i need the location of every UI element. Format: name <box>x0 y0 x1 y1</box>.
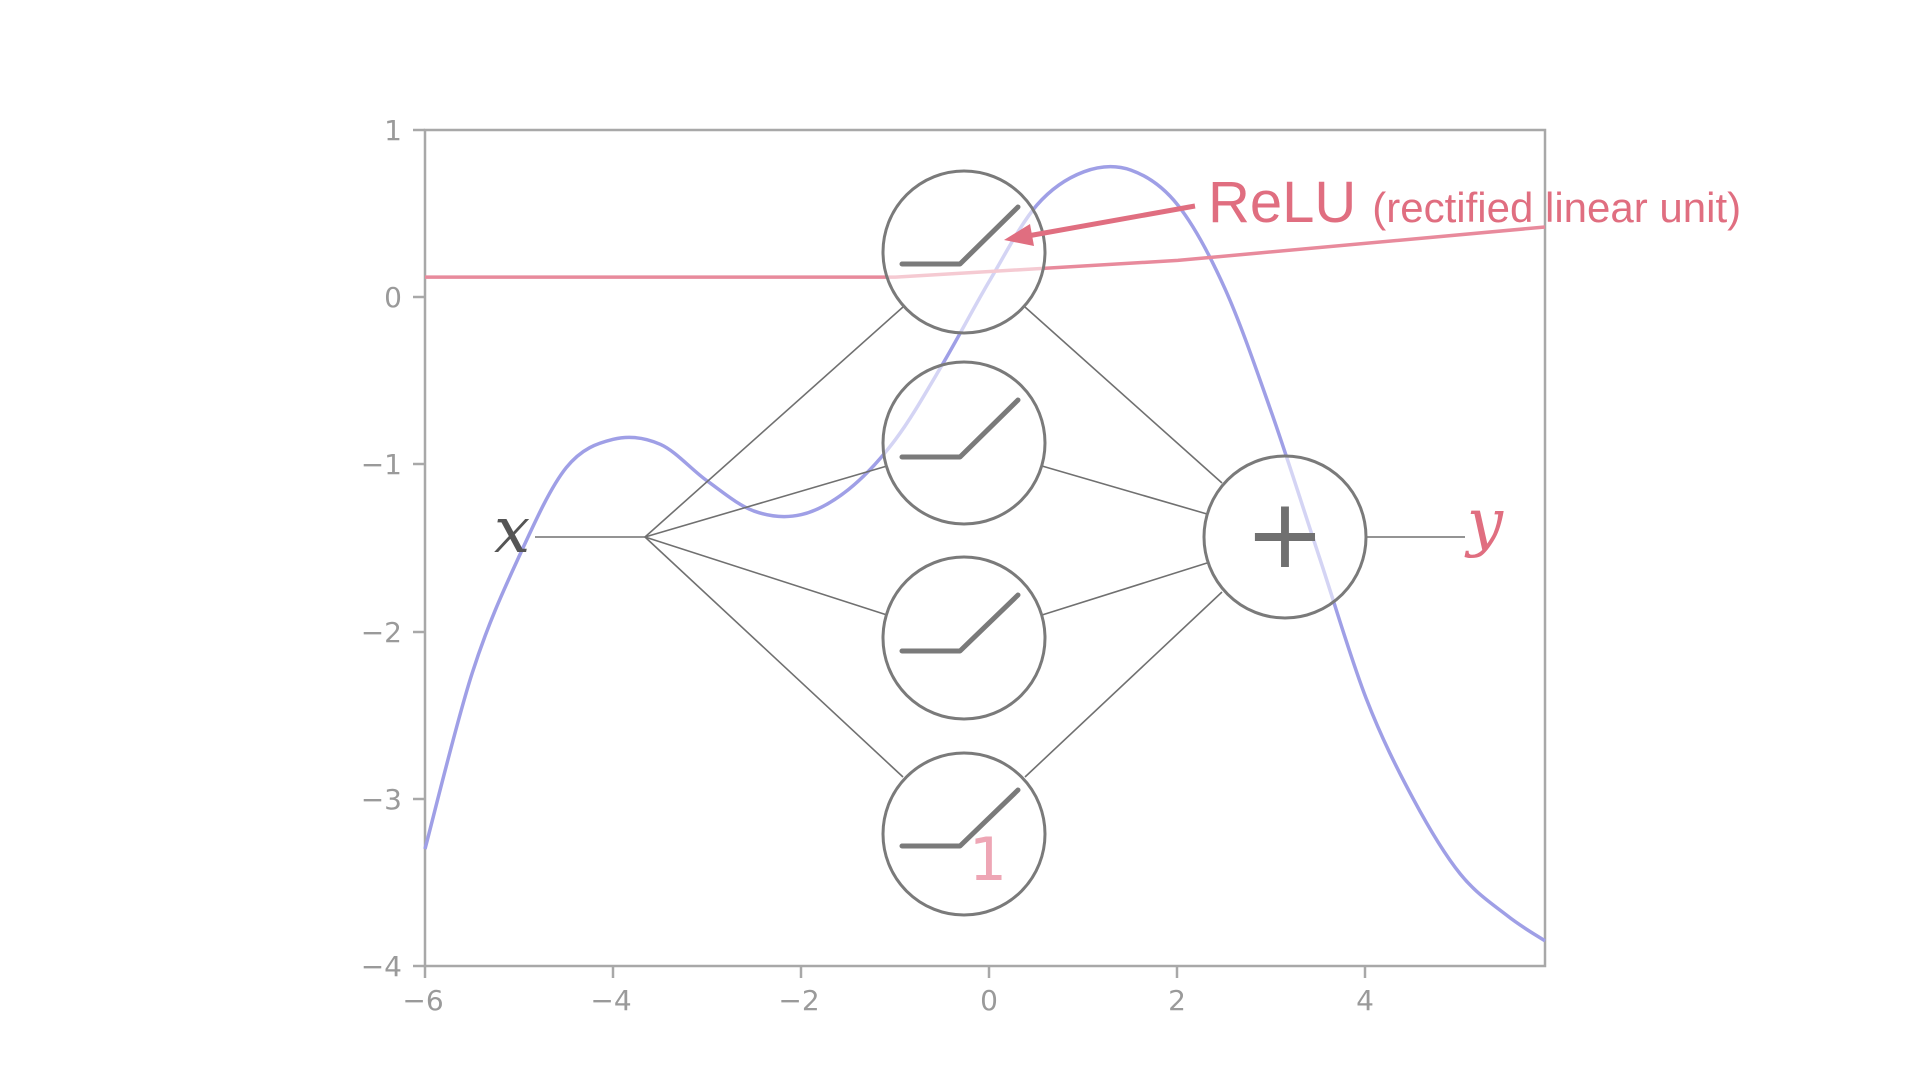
edge-hidden-4-sum <box>1024 591 1223 778</box>
hidden-neuron-1 <box>881 169 1047 335</box>
annotation-arrow-line <box>1021 203 1196 240</box>
edge-input-hidden-1 <box>644 306 904 538</box>
annotation-arrow-head <box>1004 224 1034 246</box>
hidden-neuron-3 <box>881 555 1047 721</box>
y-tick-label: −1 <box>361 448 402 481</box>
output-label: y <box>1464 486 1504 560</box>
edge-hidden-2-sum <box>1041 465 1208 515</box>
plus-icon: + <box>1245 478 1325 590</box>
relu-icon <box>899 204 1021 267</box>
relu-icon <box>899 397 1021 460</box>
neuron-circle <box>881 751 1047 917</box>
x-tick-label: 0 <box>980 984 998 1017</box>
plot-frame <box>423 128 1547 968</box>
y-tick-label: −2 <box>361 616 402 649</box>
hidden-neuron-2 <box>881 360 1047 526</box>
x-tick-label: 4 <box>1356 984 1374 1017</box>
neuron-circle <box>881 360 1047 526</box>
edge-input-hidden-3 <box>644 536 888 616</box>
x-tick-label: −6 <box>402 984 443 1017</box>
hidden-neuron-4 <box>881 751 1047 917</box>
annotation-main: ReLU <box>1208 170 1356 235</box>
sum-circle <box>1202 454 1368 620</box>
x-axis: −6 −4 −2 0 2 4 <box>402 966 1374 1017</box>
edge-hidden-1-sum <box>1024 306 1223 484</box>
y-tick-label: 1 <box>384 114 402 147</box>
annotation-detail: (rectified linear unit) <box>1372 184 1741 231</box>
relu-annotation: ReLU (rectified linear unit) <box>1004 170 1741 246</box>
edge-hidden-3-sum <box>1041 562 1208 616</box>
input-label: x <box>494 494 530 568</box>
y-axis: 1 0 −1 −2 −3 −4 <box>361 114 425 983</box>
x-tick-label: −2 <box>778 984 819 1017</box>
network-connections <box>535 306 1465 778</box>
y-tick-label: −4 <box>361 950 402 983</box>
y-tick-label: 0 <box>384 281 402 314</box>
sum-node: + <box>1202 454 1368 620</box>
edge-input-hidden-2 <box>644 465 888 538</box>
edge-input-hidden-4 <box>644 536 904 778</box>
annotation-text: ReLU (rectified linear unit) <box>1208 170 1741 235</box>
overlay-number: 1 <box>969 825 1007 895</box>
x-tick-label: −4 <box>590 984 631 1017</box>
relu-icon <box>899 592 1021 654</box>
y-tick-label: −3 <box>361 783 402 816</box>
neuron-circle <box>881 555 1047 721</box>
neuron-circle <box>881 169 1047 335</box>
x-tick-label: 2 <box>1168 984 1186 1017</box>
relu-icon <box>899 787 1021 849</box>
